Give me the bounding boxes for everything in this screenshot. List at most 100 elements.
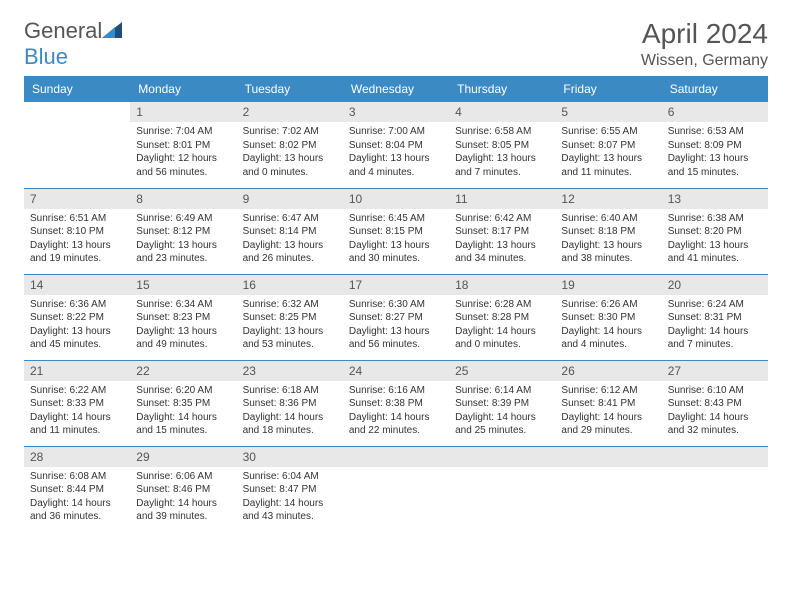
calendar-empty-cell [555,446,661,532]
calendar-empty-cell [24,102,130,188]
logo-text-2: Blue [24,44,68,69]
day-content: Sunrise: 6:08 AMSunset: 8:44 PMDaylight:… [24,467,130,530]
calendar-day-cell: 25Sunrise: 6:14 AMSunset: 8:39 PMDayligh… [449,360,555,446]
day-content: Sunrise: 6:04 AMSunset: 8:47 PMDaylight:… [237,467,343,530]
day-content: Sunrise: 6:14 AMSunset: 8:39 PMDaylight:… [449,381,555,444]
calendar-day-cell: 12Sunrise: 6:40 AMSunset: 8:18 PMDayligh… [555,188,661,274]
day-content: Sunrise: 6:22 AMSunset: 8:33 PMDaylight:… [24,381,130,444]
calendar-day-cell: 9Sunrise: 6:47 AMSunset: 8:14 PMDaylight… [237,188,343,274]
day-number: 7 [24,189,130,209]
day-content: Sunrise: 6:49 AMSunset: 8:12 PMDaylight:… [130,209,236,272]
calendar-week-row: 7Sunrise: 6:51 AMSunset: 8:10 PMDaylight… [24,188,768,274]
calendar-day-cell: 4Sunrise: 6:58 AMSunset: 8:05 PMDaylight… [449,102,555,188]
day-number: 13 [662,189,768,209]
day-number: 9 [237,189,343,209]
calendar-week-row: 21Sunrise: 6:22 AMSunset: 8:33 PMDayligh… [24,360,768,446]
day-content: Sunrise: 7:02 AMSunset: 8:02 PMDaylight:… [237,122,343,185]
calendar-day-cell: 27Sunrise: 6:10 AMSunset: 8:43 PMDayligh… [662,360,768,446]
calendar-week-row: 14Sunrise: 6:36 AMSunset: 8:22 PMDayligh… [24,274,768,360]
calendar-day-cell: 10Sunrise: 6:45 AMSunset: 8:15 PMDayligh… [343,188,449,274]
day-number: 6 [662,102,768,122]
day-number: 11 [449,189,555,209]
day-content: Sunrise: 6:12 AMSunset: 8:41 PMDaylight:… [555,381,661,444]
day-content: Sunrise: 6:45 AMSunset: 8:15 PMDaylight:… [343,209,449,272]
logo-text-1: General [24,18,102,43]
calendar-day-cell: 16Sunrise: 6:32 AMSunset: 8:25 PMDayligh… [237,274,343,360]
day-number: 10 [343,189,449,209]
calendar-day-cell: 15Sunrise: 6:34 AMSunset: 8:23 PMDayligh… [130,274,236,360]
title-block: April 2024 Wissen, Germany [641,18,768,70]
day-number: 21 [24,361,130,381]
calendar-body: 1Sunrise: 7:04 AMSunset: 8:01 PMDaylight… [24,102,768,532]
day-content: Sunrise: 6:20 AMSunset: 8:35 PMDaylight:… [130,381,236,444]
day-content: Sunrise: 6:06 AMSunset: 8:46 PMDaylight:… [130,467,236,530]
day-number: 25 [449,361,555,381]
day-number: 12 [555,189,661,209]
day-number: 5 [555,102,661,122]
calendar-empty-cell [449,446,555,532]
day-content: Sunrise: 6:30 AMSunset: 8:27 PMDaylight:… [343,295,449,358]
day-number: 26 [555,361,661,381]
day-number-pad [555,447,661,467]
day-content: Sunrise: 6:10 AMSunset: 8:43 PMDaylight:… [662,381,768,444]
calendar-day-cell: 29Sunrise: 6:06 AMSunset: 8:46 PMDayligh… [130,446,236,532]
calendar-day-cell: 21Sunrise: 6:22 AMSunset: 8:33 PMDayligh… [24,360,130,446]
day-number: 18 [449,275,555,295]
calendar-day-cell: 11Sunrise: 6:42 AMSunset: 8:17 PMDayligh… [449,188,555,274]
day-number-pad [343,447,449,467]
day-number: 2 [237,102,343,122]
day-content: Sunrise: 6:26 AMSunset: 8:30 PMDaylight:… [555,295,661,358]
day-content: Sunrise: 6:24 AMSunset: 8:31 PMDaylight:… [662,295,768,358]
day-number: 22 [130,361,236,381]
calendar-day-cell: 1Sunrise: 7:04 AMSunset: 8:01 PMDaylight… [130,102,236,188]
day-number: 20 [662,275,768,295]
day-number: 3 [343,102,449,122]
day-number: 4 [449,102,555,122]
day-content: Sunrise: 6:55 AMSunset: 8:07 PMDaylight:… [555,122,661,185]
calendar-week-row: 1Sunrise: 7:04 AMSunset: 8:01 PMDaylight… [24,102,768,188]
day-number: 23 [237,361,343,381]
day-number: 30 [237,447,343,467]
day-content: Sunrise: 6:34 AMSunset: 8:23 PMDaylight:… [130,295,236,358]
calendar-day-cell: 13Sunrise: 6:38 AMSunset: 8:20 PMDayligh… [662,188,768,274]
calendar-day-cell: 22Sunrise: 6:20 AMSunset: 8:35 PMDayligh… [130,360,236,446]
calendar-day-cell: 19Sunrise: 6:26 AMSunset: 8:30 PMDayligh… [555,274,661,360]
calendar-week-row: 28Sunrise: 6:08 AMSunset: 8:44 PMDayligh… [24,446,768,532]
weekday-header: Wednesday [343,76,449,102]
day-number: 16 [237,275,343,295]
calendar-day-cell: 5Sunrise: 6:55 AMSunset: 8:07 PMDaylight… [555,102,661,188]
calendar-day-cell: 6Sunrise: 6:53 AMSunset: 8:09 PMDaylight… [662,102,768,188]
calendar-day-cell: 20Sunrise: 6:24 AMSunset: 8:31 PMDayligh… [662,274,768,360]
weekday-header: Tuesday [237,76,343,102]
day-content: Sunrise: 6:28 AMSunset: 8:28 PMDaylight:… [449,295,555,358]
logo-triangle-icon [102,22,122,38]
page-title: April 2024 [641,18,768,50]
day-content: Sunrise: 6:16 AMSunset: 8:38 PMDaylight:… [343,381,449,444]
calendar-empty-cell [343,446,449,532]
day-content: Sunrise: 6:18 AMSunset: 8:36 PMDaylight:… [237,381,343,444]
logo-text: General Blue [24,18,122,70]
day-content: Sunrise: 6:38 AMSunset: 8:20 PMDaylight:… [662,209,768,272]
weekday-header: Sunday [24,76,130,102]
header: General Blue April 2024 Wissen, Germany [24,18,768,70]
day-number-pad [449,447,555,467]
day-number: 15 [130,275,236,295]
calendar-empty-cell [662,446,768,532]
calendar-day-cell: 18Sunrise: 6:28 AMSunset: 8:28 PMDayligh… [449,274,555,360]
day-number: 1 [130,102,236,122]
calendar-day-cell: 30Sunrise: 6:04 AMSunset: 8:47 PMDayligh… [237,446,343,532]
day-number: 14 [24,275,130,295]
day-number: 29 [130,447,236,467]
day-content: Sunrise: 6:36 AMSunset: 8:22 PMDaylight:… [24,295,130,358]
day-number: 19 [555,275,661,295]
day-number: 27 [662,361,768,381]
day-content: Sunrise: 6:53 AMSunset: 8:09 PMDaylight:… [662,122,768,185]
day-number-pad [662,447,768,467]
day-content: Sunrise: 7:04 AMSunset: 8:01 PMDaylight:… [130,122,236,185]
day-number: 17 [343,275,449,295]
calendar-day-cell: 28Sunrise: 6:08 AMSunset: 8:44 PMDayligh… [24,446,130,532]
day-content: Sunrise: 6:32 AMSunset: 8:25 PMDaylight:… [237,295,343,358]
calendar-day-cell: 8Sunrise: 6:49 AMSunset: 8:12 PMDaylight… [130,188,236,274]
calendar-day-cell: 26Sunrise: 6:12 AMSunset: 8:41 PMDayligh… [555,360,661,446]
day-number: 8 [130,189,236,209]
